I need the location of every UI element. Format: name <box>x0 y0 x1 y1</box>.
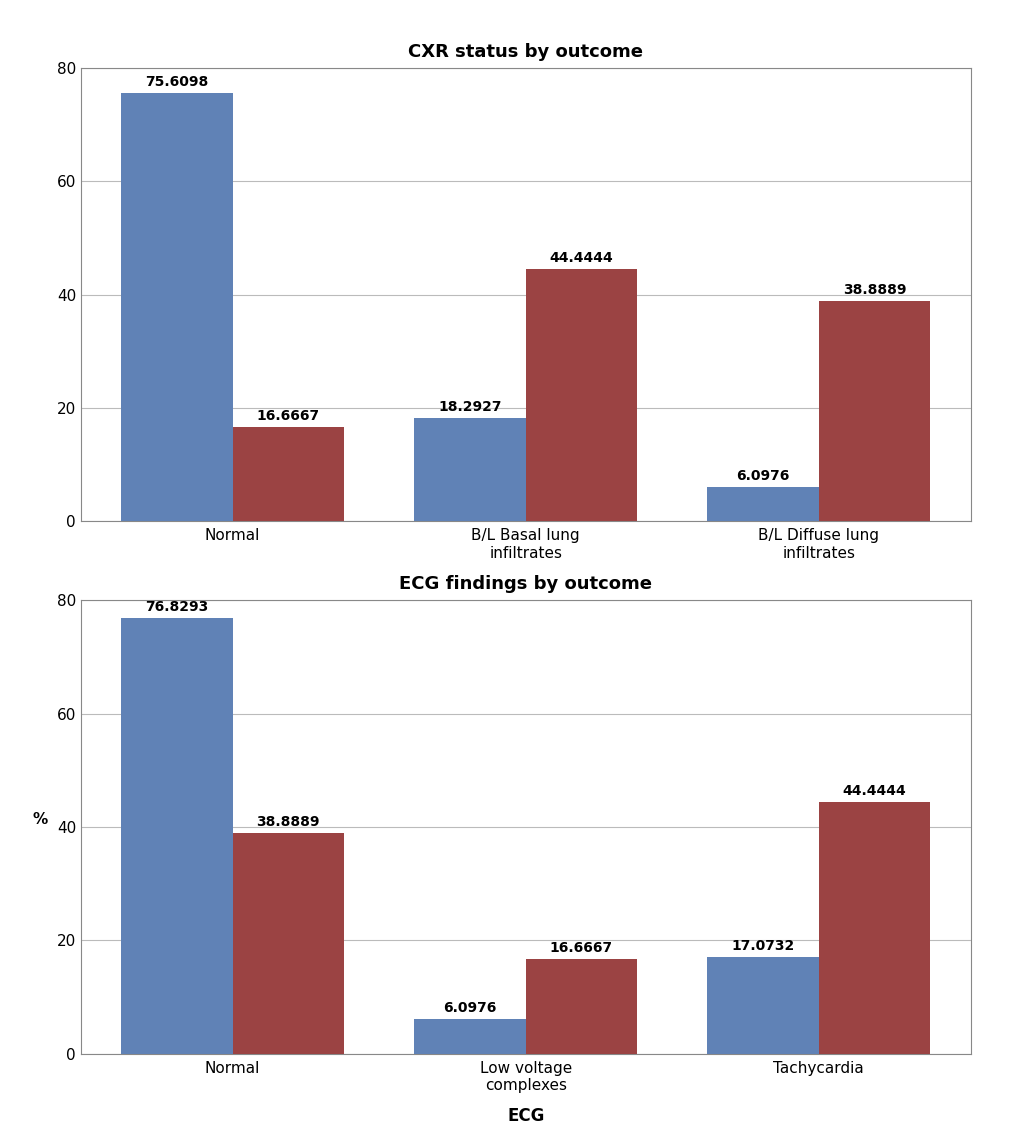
Text: 6.0976: 6.0976 <box>444 1002 496 1015</box>
Title: ECG findings by outcome: ECG findings by outcome <box>399 576 652 594</box>
Y-axis label: %: % <box>32 812 48 827</box>
Bar <box>708 487 819 521</box>
Bar <box>233 834 344 1054</box>
Legend: Discharged, Expired: Discharged, Expired <box>397 612 654 640</box>
Text: 18.2927: 18.2927 <box>439 400 501 414</box>
Bar <box>415 418 526 521</box>
Text: 16.6667: 16.6667 <box>550 942 613 955</box>
Title: CXR status by outcome: CXR status by outcome <box>408 43 643 61</box>
Text: 6.0976: 6.0976 <box>736 469 790 483</box>
Bar <box>121 93 233 521</box>
Text: 16.6667: 16.6667 <box>257 409 319 423</box>
Bar <box>121 619 233 1054</box>
Text: 44.4444: 44.4444 <box>842 784 906 798</box>
Text: 76.8293: 76.8293 <box>146 600 208 614</box>
Bar <box>526 960 637 1054</box>
Text: 38.8889: 38.8889 <box>843 283 906 297</box>
Text: 75.6098: 75.6098 <box>146 75 208 88</box>
Bar <box>415 1020 526 1054</box>
Bar <box>233 427 344 521</box>
X-axis label: ECG: ECG <box>508 1107 544 1125</box>
Bar <box>708 957 819 1054</box>
Bar <box>819 802 930 1054</box>
Text: 44.4444: 44.4444 <box>550 252 614 265</box>
Bar <box>819 301 930 521</box>
Bar <box>526 270 637 521</box>
Text: 38.8889: 38.8889 <box>257 816 320 829</box>
Text: 17.0732: 17.0732 <box>732 939 795 953</box>
